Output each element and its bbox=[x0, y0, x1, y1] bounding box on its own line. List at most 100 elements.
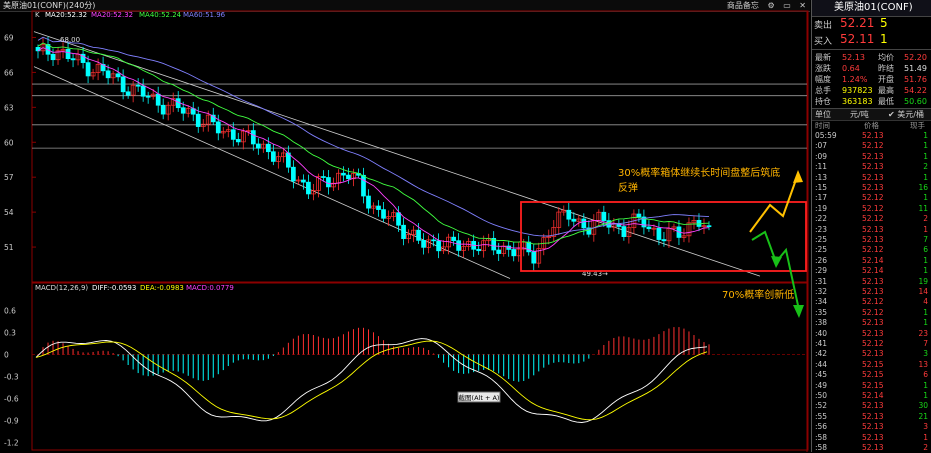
tick-time: :31 bbox=[815, 276, 828, 286]
tick-header: 时间 价格 现手 bbox=[812, 121, 931, 131]
tick-price: 52.13 bbox=[862, 131, 884, 140]
tick-row: :38 52.13 1 bbox=[814, 318, 930, 328]
stat-label: 幅度 bbox=[815, 75, 831, 84]
tick-row: :40 52.13 23 bbox=[814, 329, 930, 339]
y-tick-label: 63 bbox=[4, 103, 14, 112]
candle-body bbox=[80, 53, 86, 63]
tick-price: 52.14 bbox=[862, 255, 884, 265]
candles bbox=[35, 36, 712, 271]
tick-price: 52.15 bbox=[862, 359, 884, 369]
candle-body bbox=[60, 48, 66, 52]
maximize-icon[interactable]: ▭ bbox=[783, 1, 791, 10]
tick-volume: 19 bbox=[918, 276, 928, 286]
tick-row: :22 52.12 2 bbox=[814, 214, 930, 224]
candle-body bbox=[511, 249, 517, 257]
candle-body bbox=[426, 239, 431, 248]
tick-price: 52.12 bbox=[862, 203, 884, 213]
unit-yuan[interactable]: 元/吨 bbox=[850, 110, 869, 119]
col-price: 价格 bbox=[864, 121, 879, 130]
quote-stats: 最新 52.13 均价 52.20 涨跌 0.64 昨结 51.49 幅度 1.24% 开盘 51.7… bbox=[812, 50, 931, 109]
unit-usd[interactable]: ✔ 美元/桶 bbox=[888, 110, 924, 119]
price-frame bbox=[31, 10, 809, 283]
col-volume: 现手 bbox=[910, 121, 925, 130]
tick-volume: 14 bbox=[918, 287, 928, 296]
candle-body bbox=[526, 241, 532, 253]
candle-body bbox=[626, 227, 632, 237]
candle-body bbox=[316, 176, 321, 191]
candle-body bbox=[656, 227, 662, 240]
tick-time: :25 bbox=[815, 245, 828, 255]
candle-body bbox=[331, 182, 336, 188]
candle-body bbox=[50, 53, 56, 61]
stat-value: 1.24% bbox=[842, 75, 868, 84]
close-icon[interactable]: ✕ bbox=[799, 1, 806, 10]
tick-price: 52.13 bbox=[862, 224, 884, 234]
stat-value: 52.20 bbox=[904, 53, 927, 62]
tick-price: 52.13 bbox=[862, 443, 884, 452]
candle-body bbox=[230, 129, 236, 140]
candle-body bbox=[571, 218, 577, 222]
tick-row: :26 52.14 1 bbox=[814, 256, 930, 266]
candle-body bbox=[155, 93, 161, 106]
memo-button[interactable]: 商品备忘 bbox=[726, 1, 759, 10]
tick-volume: 4 bbox=[923, 297, 928, 307]
candle-body bbox=[601, 211, 607, 221]
candle-body bbox=[476, 248, 482, 252]
macd-y-tick-label: -0.6 bbox=[4, 395, 19, 404]
tick-time: :58 bbox=[815, 432, 828, 442]
candle-body bbox=[631, 213, 637, 229]
candle-body bbox=[531, 251, 537, 264]
diff-line bbox=[35, 338, 708, 423]
tick-price: 52.12 bbox=[862, 193, 884, 203]
tick-price: 52.13 bbox=[862, 172, 884, 182]
candle-body bbox=[551, 227, 557, 237]
legend-macd-value: MACD:0.0779 bbox=[186, 284, 234, 292]
tick-price: 52.13 bbox=[862, 276, 884, 286]
price-chart[interactable]: 51 54 57 60 63 66 69 0.6 0.3 0 -0.3 -0.6 -0.9 -1.2 K MA… bbox=[0, 0, 811, 452]
gear-icon[interactable]: ⚙ bbox=[767, 1, 775, 10]
tick-row: :41 52.12 7 bbox=[814, 339, 930, 349]
y-tick-label: 51 bbox=[4, 243, 14, 252]
candle-body bbox=[140, 85, 146, 97]
tick-price: 52.12 bbox=[862, 307, 884, 317]
candle-body bbox=[276, 156, 281, 162]
candle-body bbox=[120, 76, 126, 93]
unit-label: 单位 bbox=[815, 110, 831, 119]
tick-time: :09 bbox=[815, 151, 828, 161]
candle-body bbox=[376, 205, 381, 210]
candle-body bbox=[651, 227, 657, 230]
candle-body bbox=[130, 84, 136, 96]
tick-time: :41 bbox=[815, 339, 828, 348]
tick-time: :19 bbox=[815, 203, 828, 213]
tick-volume: 11 bbox=[918, 203, 928, 213]
buy-price: 52.11 bbox=[840, 32, 875, 46]
screenshot-tooltip bbox=[457, 391, 501, 403]
candle-body bbox=[265, 143, 271, 153]
tick-price: 52.13 bbox=[862, 401, 884, 411]
tick-volume: 30 bbox=[918, 401, 928, 411]
candle-body bbox=[661, 239, 667, 242]
candle-body bbox=[165, 104, 171, 115]
candle-body bbox=[351, 173, 356, 180]
candle-body bbox=[105, 70, 111, 79]
tick-volume: 1 bbox=[923, 151, 928, 161]
candle-body bbox=[536, 248, 542, 264]
candle-body bbox=[341, 172, 346, 176]
y-tick-label: 60 bbox=[4, 138, 14, 147]
candle-body bbox=[135, 84, 141, 87]
tick-time: :23 bbox=[815, 224, 828, 234]
candle-body bbox=[401, 224, 406, 239]
candle-body bbox=[606, 220, 612, 228]
tick-row: :17 52.12 1 bbox=[814, 193, 930, 203]
tick-price: 52.15 bbox=[862, 380, 884, 390]
candle-body bbox=[220, 130, 226, 134]
tick-volume: 21 bbox=[918, 411, 928, 421]
candle-body bbox=[225, 129, 231, 132]
candle-body bbox=[95, 63, 101, 73]
legend-ma60: MA60:51.96 bbox=[183, 11, 226, 19]
candle-body bbox=[556, 211, 562, 228]
tick-price: 52.13 bbox=[862, 411, 884, 421]
tick-row: :34 52.12 4 bbox=[814, 297, 930, 307]
dea-line bbox=[35, 340, 708, 421]
tick-row: :32 52.13 14 bbox=[814, 287, 930, 297]
